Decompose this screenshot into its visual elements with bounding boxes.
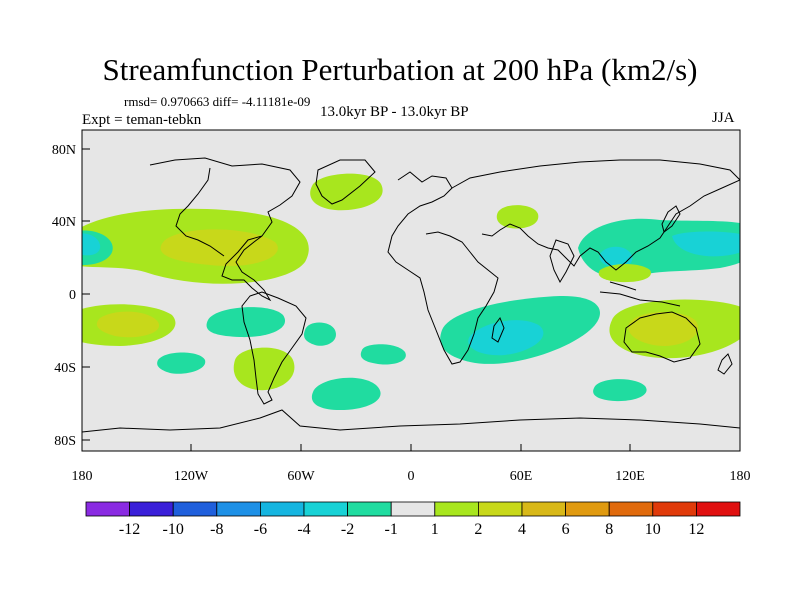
colorbar-tick-label: 6 — [562, 521, 570, 538]
anomaly-central-pacific-core — [82, 233, 101, 256]
lon-label-180w: 180 — [72, 469, 93, 484]
rmsd-diff-stats: rmsd= 0.970663 diff= -4.11181e-09 — [124, 94, 311, 109]
lat-label-40s: 40S — [54, 361, 76, 376]
lon-label-60e: 60E — [510, 469, 533, 484]
colorbar-tick-label: 8 — [605, 521, 613, 538]
anomaly-south-china-sea — [599, 246, 633, 268]
anomaly-south-pacific-negative — [206, 307, 286, 338]
colorbar-labels: -12 -10 -8 -6 -4 -2 -1 1 2 4 6 8 10 12 — [119, 521, 704, 538]
colorbar-tick-label: -2 — [341, 521, 354, 538]
colorbar-swatch — [434, 501, 479, 517]
coastline-south-america — [241, 291, 307, 405]
coastline-madagascar — [491, 316, 505, 343]
colorbar-swatch — [129, 501, 174, 517]
period-label: 13.0kyr BP - 13.0kyr BP — [320, 104, 469, 120]
colorbar-swatch — [565, 501, 610, 517]
lon-label-120e: 120E — [615, 469, 645, 484]
colorbar-swatch — [216, 501, 261, 517]
coastline-new-zealand — [717, 353, 733, 375]
coastline-indonesia — [599, 281, 681, 307]
anomaly-drake-negative — [311, 377, 381, 410]
coastline-india — [549, 239, 575, 284]
colorbar-swatch — [477, 501, 523, 517]
anomaly-australia-core — [628, 311, 699, 346]
anomaly-north-pacific-core — [160, 229, 278, 267]
lat-label-0: 0 — [69, 288, 76, 303]
anomaly-maritime-continent — [598, 264, 651, 283]
lat-label-80s: 80S — [54, 434, 76, 449]
experiment-label: Expt = teman-tebkn — [82, 112, 202, 128]
anomaly-south-atlantic-negative — [304, 322, 336, 346]
colorbar-tick-label: 4 — [518, 521, 526, 538]
colorbar-swatch — [521, 501, 566, 517]
colorbar-tick-label: -6 — [254, 521, 267, 538]
lon-label-180e: 180 — [730, 469, 751, 484]
colorbar-tick-label: -10 — [163, 521, 184, 538]
anomaly-southeast-pacific-negative — [157, 352, 206, 374]
colorbar-swatch — [390, 501, 436, 517]
coastline-europe-africa — [387, 171, 499, 365]
colorbar-swatch — [172, 501, 218, 517]
anomaly-south-america — [233, 347, 295, 391]
anomaly-south-atlantic-east-negative — [360, 344, 406, 365]
lat-tick-marks — [82, 148, 90, 441]
coastline-asia — [451, 159, 740, 271]
coastline-antarctica — [82, 409, 740, 433]
colorbar-swatch — [259, 501, 305, 517]
colorbar-tick-label: 10 — [645, 521, 661, 538]
colorbar-swatch — [85, 501, 130, 517]
anomaly-middle-east — [496, 205, 539, 229]
colorbar-tick-label: -12 — [119, 521, 140, 538]
continent-outlines — [82, 157, 740, 433]
colorbar-swatch — [696, 501, 741, 517]
colorbar-swatch — [652, 501, 697, 517]
colorbar — [85, 501, 741, 517]
lon-label-60w: 60W — [287, 469, 315, 484]
coastline-australia — [623, 311, 701, 363]
colorbar-tick-label: -4 — [297, 521, 310, 538]
anomaly-south-indian-ocean-core — [468, 320, 544, 356]
coastline-greenland — [315, 159, 376, 205]
anomaly-west-pacific-core — [672, 231, 740, 257]
map-title: Streamfunction Perturbation at 200 hPa (… — [102, 52, 698, 87]
season-label: JJA — [712, 110, 735, 126]
lat-label-80n: 80N — [52, 143, 76, 158]
colorbar-tick-label: -8 — [210, 521, 223, 538]
lat-label-40n: 40N — [52, 215, 76, 230]
colorbar-tick-label: 2 — [474, 521, 482, 538]
colorbar-swatch — [347, 501, 392, 517]
colorbar-tick-label: 1 — [431, 521, 439, 538]
lon-tick-marks — [190, 444, 631, 451]
anomaly-south-of-australia — [593, 379, 647, 402]
anomaly-tropical-west-pacific — [707, 309, 740, 330]
lon-label-120w: 120W — [174, 469, 209, 484]
colorbar-tick-label: -1 — [385, 521, 398, 538]
colorbar-swatch — [303, 501, 348, 517]
colorbar-swatch — [608, 501, 654, 517]
colorbar-tick-label: 12 — [688, 521, 704, 538]
coastline-japan — [661, 205, 681, 233]
anomaly-south-pacific-west-core — [96, 311, 160, 338]
coastline-north-america — [149, 157, 301, 302]
lon-label-0: 0 — [408, 469, 415, 484]
map-background — [82, 130, 740, 451]
